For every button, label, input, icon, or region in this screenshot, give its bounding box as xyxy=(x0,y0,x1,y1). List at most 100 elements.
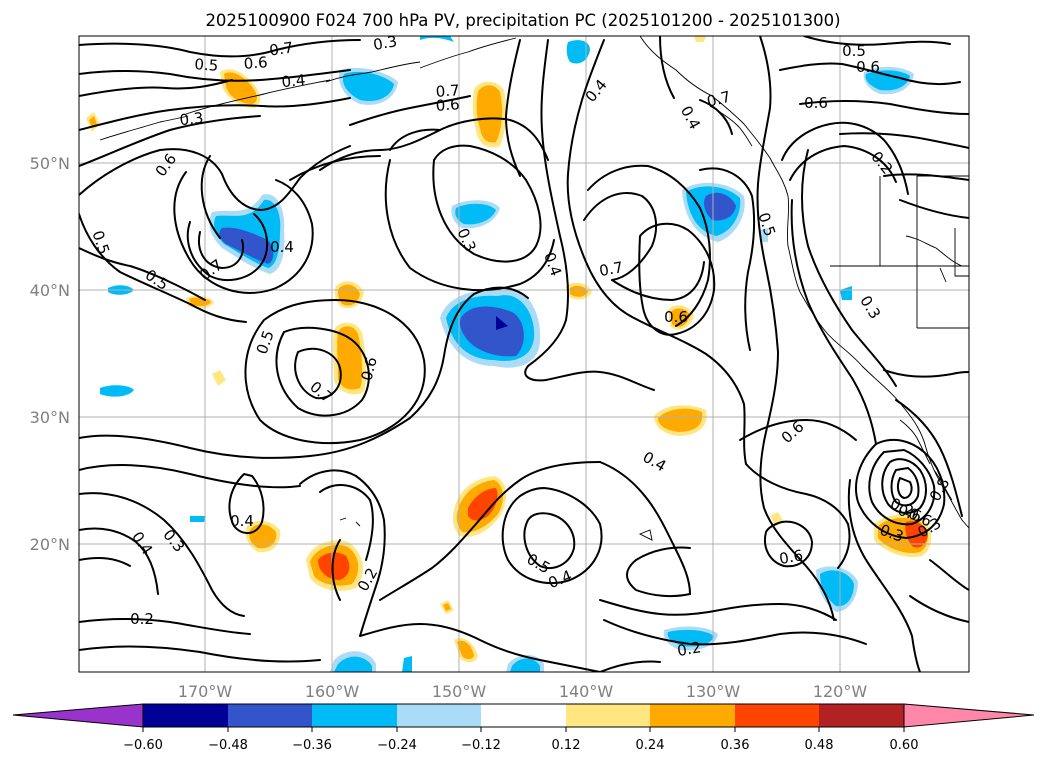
pv-contour xyxy=(659,36,675,99)
colorbar-bin xyxy=(228,704,312,727)
lat-label: 40°N xyxy=(30,281,70,300)
pv-contour xyxy=(764,520,813,568)
colorbar-bin xyxy=(566,704,650,727)
pv-contour xyxy=(200,155,221,239)
colorbar: −0.60 −0.48 −0.36 −0.24 −0.12 0.12 0.24 … xyxy=(12,703,1035,753)
pv-contour xyxy=(79,618,251,635)
pv-contour xyxy=(611,261,705,301)
pv-contour xyxy=(895,399,963,517)
pv-contour xyxy=(79,213,247,323)
pv-contour xyxy=(79,645,321,663)
precip-blob xyxy=(694,36,706,42)
colorbar-tick-label: −0.60 xyxy=(123,738,163,753)
pv-contour xyxy=(198,231,244,269)
pv-contour xyxy=(79,286,529,459)
pv-contour xyxy=(739,419,857,441)
pv-contour xyxy=(899,199,969,219)
lon-label: 150°W xyxy=(432,682,487,701)
pv-contour xyxy=(244,299,426,445)
pv-contour xyxy=(79,145,351,211)
lon-label: 160°W xyxy=(305,682,360,701)
lon-label: 130°W xyxy=(686,682,741,701)
precip-blob xyxy=(476,85,503,143)
pv-contour xyxy=(803,36,951,46)
contour-label: 0.6 xyxy=(804,94,828,112)
pv-contour xyxy=(289,155,381,181)
contour-label: 0.5 xyxy=(842,42,866,60)
pv-contour xyxy=(890,467,920,507)
lat-label: 20°N xyxy=(30,535,70,554)
colorbar-tick-label: 0.48 xyxy=(805,738,834,753)
pv-contour xyxy=(540,39,569,321)
colorbar-bin xyxy=(397,704,481,727)
contour-label: 0.3 xyxy=(179,109,205,129)
contour-label: 0.6 xyxy=(778,546,805,568)
precip-blob xyxy=(760,228,768,242)
pv-contour xyxy=(745,463,851,569)
precip-blob xyxy=(704,192,736,221)
colorbar-extend-low xyxy=(12,703,144,728)
pv-contour xyxy=(881,458,927,514)
pv-contour xyxy=(294,347,342,400)
pv-contour xyxy=(868,449,936,526)
precip-blob xyxy=(510,658,540,672)
precip-blob xyxy=(496,316,508,330)
pv-contour xyxy=(228,473,265,534)
pv-contour xyxy=(929,559,969,591)
colorbar-bin xyxy=(143,704,228,727)
pv-contour xyxy=(79,79,233,97)
contour-label: 0.6 xyxy=(358,355,381,383)
lon-label: 140°W xyxy=(559,682,614,701)
precip-blob xyxy=(455,203,496,225)
precip-blob xyxy=(671,308,690,327)
precip-blob xyxy=(219,227,274,264)
pv-contour xyxy=(432,144,542,263)
pv-contour xyxy=(79,39,361,58)
colorbar-tick-label: −0.24 xyxy=(377,738,417,753)
contour-label: 0.5 xyxy=(194,55,219,75)
precip-blob xyxy=(443,603,451,611)
pv-contour xyxy=(699,167,756,351)
pv-contours xyxy=(79,36,969,672)
pv-contour xyxy=(524,319,655,391)
precip-blob xyxy=(570,285,588,297)
pv-contour xyxy=(79,247,206,301)
pv-contour xyxy=(501,487,603,585)
pv-contour xyxy=(779,62,961,86)
pv-contour xyxy=(909,595,969,623)
latitude-axis: 50°N 40°N 30°N 20°N xyxy=(30,154,70,554)
lat-label: 50°N xyxy=(30,154,70,173)
colorbar-tick-label: 0.12 xyxy=(552,738,581,753)
precip-blob xyxy=(420,36,454,42)
contour-label: 0.6 xyxy=(435,95,460,115)
pv-contour xyxy=(389,128,441,151)
contour-label: 0.7 xyxy=(705,88,733,111)
precip-blob xyxy=(865,70,910,91)
contour-label: 0.4 xyxy=(230,512,254,530)
pv-contour xyxy=(801,149,897,387)
precip-blob xyxy=(334,656,372,672)
pv-contour xyxy=(626,546,691,598)
colorbar-tick-label: 0.36 xyxy=(721,738,750,753)
pv-contour xyxy=(349,95,471,126)
contour-label: 0.2 xyxy=(676,638,703,660)
precip-blob xyxy=(190,516,206,522)
pv-contour xyxy=(331,539,341,601)
pv-contour xyxy=(599,461,691,595)
lon-label: 120°W xyxy=(813,682,868,701)
pv-contour xyxy=(839,132,969,149)
precip-blob xyxy=(459,306,524,357)
contour-label: 0.3 xyxy=(372,32,399,54)
pv-contour xyxy=(79,97,351,131)
contour-label: 0.6 xyxy=(243,53,268,73)
colorbar-tick-label: −0.36 xyxy=(292,738,332,753)
pv-contour xyxy=(781,121,909,195)
pv-contour xyxy=(583,192,658,281)
map-frame xyxy=(78,35,970,673)
contour-label: 0.7 xyxy=(598,258,625,280)
pv-contour xyxy=(186,213,269,282)
pv-contour xyxy=(756,36,835,621)
pv-contour xyxy=(299,469,386,637)
pv-contour xyxy=(896,477,913,499)
